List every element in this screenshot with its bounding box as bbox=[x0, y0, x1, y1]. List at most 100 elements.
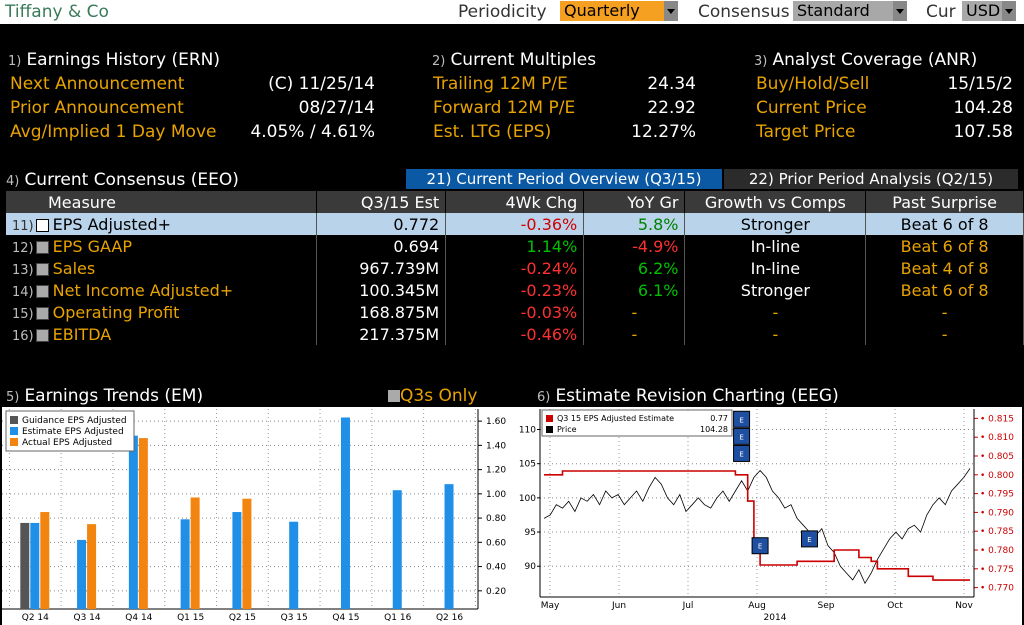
analyst-coverage-heading[interactable]: 3) Analyst Coverage (ANR) bbox=[754, 50, 978, 70]
row-bullet-icon bbox=[35, 306, 49, 320]
right-tick-label: • 0.775 bbox=[980, 565, 1014, 575]
y-tick-label: 1.00 bbox=[486, 490, 506, 500]
bar bbox=[242, 498, 252, 609]
right-tick-label: • 0.790 bbox=[980, 508, 1014, 518]
event-marker-label: E bbox=[739, 433, 743, 441]
right-tick-label: • 0.800 bbox=[980, 471, 1014, 481]
consensus-select[interactable]: Standard bbox=[793, 1, 907, 21]
earnings-trends-heading[interactable]: 5) Earnings Trends (EM) bbox=[6, 386, 204, 406]
x-year-label: 2014 bbox=[764, 613, 787, 623]
prior-announcement: Prior Announcement 08/27/14 bbox=[10, 98, 375, 118]
table-header-row: Measure Q3/15 Est 4Wk Chg YoY Gr Growth … bbox=[6, 191, 1024, 213]
periodicity-value: Quarterly bbox=[560, 1, 664, 21]
chevron-down-icon bbox=[664, 1, 678, 21]
company-name: Tiffany & Co bbox=[5, 2, 109, 22]
x-tick-label: Q3 14 bbox=[74, 613, 101, 623]
x-tick-label: Q4 14 bbox=[125, 613, 152, 623]
x-tick-label: Q1 15 bbox=[177, 613, 204, 623]
x-tick-label: Q2 15 bbox=[229, 613, 256, 623]
event-marker-label: E bbox=[739, 450, 743, 458]
q3s-only-toggle[interactable]: Q3s Only bbox=[388, 386, 477, 406]
bar bbox=[392, 490, 402, 609]
analyst-rows: Buy/Hold/Sell 15/15/2 Current Price 104.28… bbox=[756, 74, 1013, 146]
col-measure[interactable]: Measure bbox=[6, 191, 317, 213]
legend: Q3 15 EPS Adjusted Estimate 0.77 Price 104.… bbox=[541, 409, 733, 437]
right-tick-label: • 0.770 bbox=[980, 584, 1014, 594]
currency-select[interactable]: USD bbox=[962, 1, 1016, 21]
x-tick-label: Q2 14 bbox=[22, 613, 49, 623]
y-tick-label: 1.40 bbox=[486, 441, 506, 451]
chevron-down-icon bbox=[1002, 1, 1016, 21]
bar bbox=[180, 519, 190, 609]
bar bbox=[289, 521, 299, 609]
estimate-revision-heading[interactable]: 6) Estimate Revision Charting (EEG) bbox=[537, 386, 839, 406]
event-marker bbox=[751, 537, 769, 555]
x-tick-label: Jun bbox=[611, 601, 626, 611]
consensus-label: Consensus bbox=[698, 2, 790, 22]
x-tick-label: Nov bbox=[955, 601, 973, 611]
next-announcement: Next Announcement (C) 11/25/14 bbox=[10, 74, 375, 94]
event-marker bbox=[733, 410, 751, 428]
left-tick-label: 105 bbox=[519, 460, 536, 470]
col-4wk-chg[interactable]: 4Wk Chg bbox=[445, 191, 585, 213]
x-tick-label: Q4 15 bbox=[332, 613, 359, 623]
legend-swatch bbox=[10, 438, 18, 446]
table-row[interactable]: 12) EPS GAAP 0.694 1.14% -4.9% In-line Be… bbox=[6, 235, 1024, 257]
table-row[interactable]: 15) Operating Profit 168.875M -0.03% - - … bbox=[6, 301, 1024, 323]
consensus-value: Standard bbox=[793, 1, 893, 21]
row-bullet-icon bbox=[35, 218, 49, 232]
legend-label: Q3 15 EPS Adjusted Estimate bbox=[557, 414, 674, 423]
consensus-table: Measure Q3/15 Est 4Wk Chg YoY Gr Growth … bbox=[6, 191, 1024, 345]
earnings-history-heading[interactable]: 1) Earnings History (ERN) bbox=[8, 50, 221, 70]
bar bbox=[87, 524, 97, 609]
legend-label: Guidance EPS Adjusted bbox=[22, 416, 127, 426]
col-est[interactable]: Q3/15 Est bbox=[316, 191, 447, 213]
currency-value: USD bbox=[962, 1, 1002, 21]
table-row[interactable]: 11) EPS Adjusted+ 0.772 -0.36% 5.8% Stron… bbox=[6, 213, 1024, 235]
legend-box bbox=[541, 409, 733, 437]
bar bbox=[30, 522, 40, 609]
bar bbox=[128, 435, 138, 609]
row-bullet-icon bbox=[35, 262, 49, 276]
col-yoy-gr[interactable]: YoY Gr bbox=[583, 191, 686, 213]
x-tick-label: Q3 15 bbox=[281, 613, 308, 623]
table-row[interactable]: 14) Net Income Adjusted+ 100.345M -0.23% … bbox=[6, 279, 1024, 301]
x-tick-label: Jul bbox=[682, 601, 694, 611]
checkbox-icon bbox=[388, 390, 400, 402]
left-tick-label: 90 bbox=[525, 562, 537, 572]
current-consensus-heading[interactable]: 4) Current Consensus (EEO) bbox=[6, 170, 239, 190]
legend-swatch bbox=[546, 415, 553, 422]
right-tick-label: • 0.785 bbox=[980, 527, 1014, 537]
right-tick-label: • 0.815 bbox=[980, 414, 1014, 424]
y-tick-label: 0.20 bbox=[486, 587, 506, 597]
chart-background bbox=[510, 407, 1022, 625]
avg-implied-move: Avg/Implied 1 Day Move 4.05% / 4.61% bbox=[10, 122, 375, 142]
y-tick-label: 0.40 bbox=[486, 563, 506, 573]
table-row[interactable]: 13) Sales 967.739M -0.24% 6.2% In-line Be… bbox=[6, 257, 1024, 279]
right-tick-label: • 0.780 bbox=[980, 546, 1014, 556]
estimate-series-line bbox=[544, 470, 970, 581]
currency-label: Cur bbox=[926, 2, 956, 22]
target-price: Target Price 107.58 bbox=[756, 122, 1013, 142]
row-bullet-icon bbox=[35, 284, 49, 298]
estimate-revision-chart: 90 95 100 105 110 • 0.770 • 0.775 • 0.780 • 0.78… bbox=[510, 407, 1022, 625]
col-growth-vs-comps[interactable]: Growth vs Comps bbox=[684, 191, 867, 213]
legend-label: Price bbox=[557, 425, 577, 434]
y-tick-label: 0.60 bbox=[486, 538, 506, 548]
earnings-history-rows: Next Announcement (C) 11/25/14 Prior Anno… bbox=[10, 74, 375, 146]
tab-prior-period-analysis[interactable]: 22) Prior Period Analysis (Q2/15) bbox=[724, 169, 1018, 189]
trailing-pe: Trailing 12M P/E 24.34 bbox=[433, 74, 696, 94]
current-multiples-heading[interactable]: 2) Current Multiples bbox=[432, 50, 597, 70]
periodicity-select[interactable]: Quarterly bbox=[560, 1, 678, 21]
x-tick-label: Q2 16 bbox=[436, 613, 463, 623]
left-tick-label: 100 bbox=[519, 494, 536, 504]
x-tick-label: Q1 16 bbox=[384, 613, 411, 623]
legend-value: 104.28 bbox=[700, 425, 728, 434]
table-row[interactable]: 16) EBITDA 217.375M -0.46% - - - bbox=[6, 323, 1024, 345]
legend-label: Estimate EPS Adjusted bbox=[22, 427, 124, 437]
bar bbox=[138, 438, 148, 609]
x-tick-label: May bbox=[541, 601, 560, 611]
col-past-surprise[interactable]: Past Surprise bbox=[865, 191, 1024, 213]
bar bbox=[444, 484, 454, 609]
tab-current-period-overview[interactable]: 21) Current Period Overview (Q3/15) bbox=[406, 169, 722, 189]
